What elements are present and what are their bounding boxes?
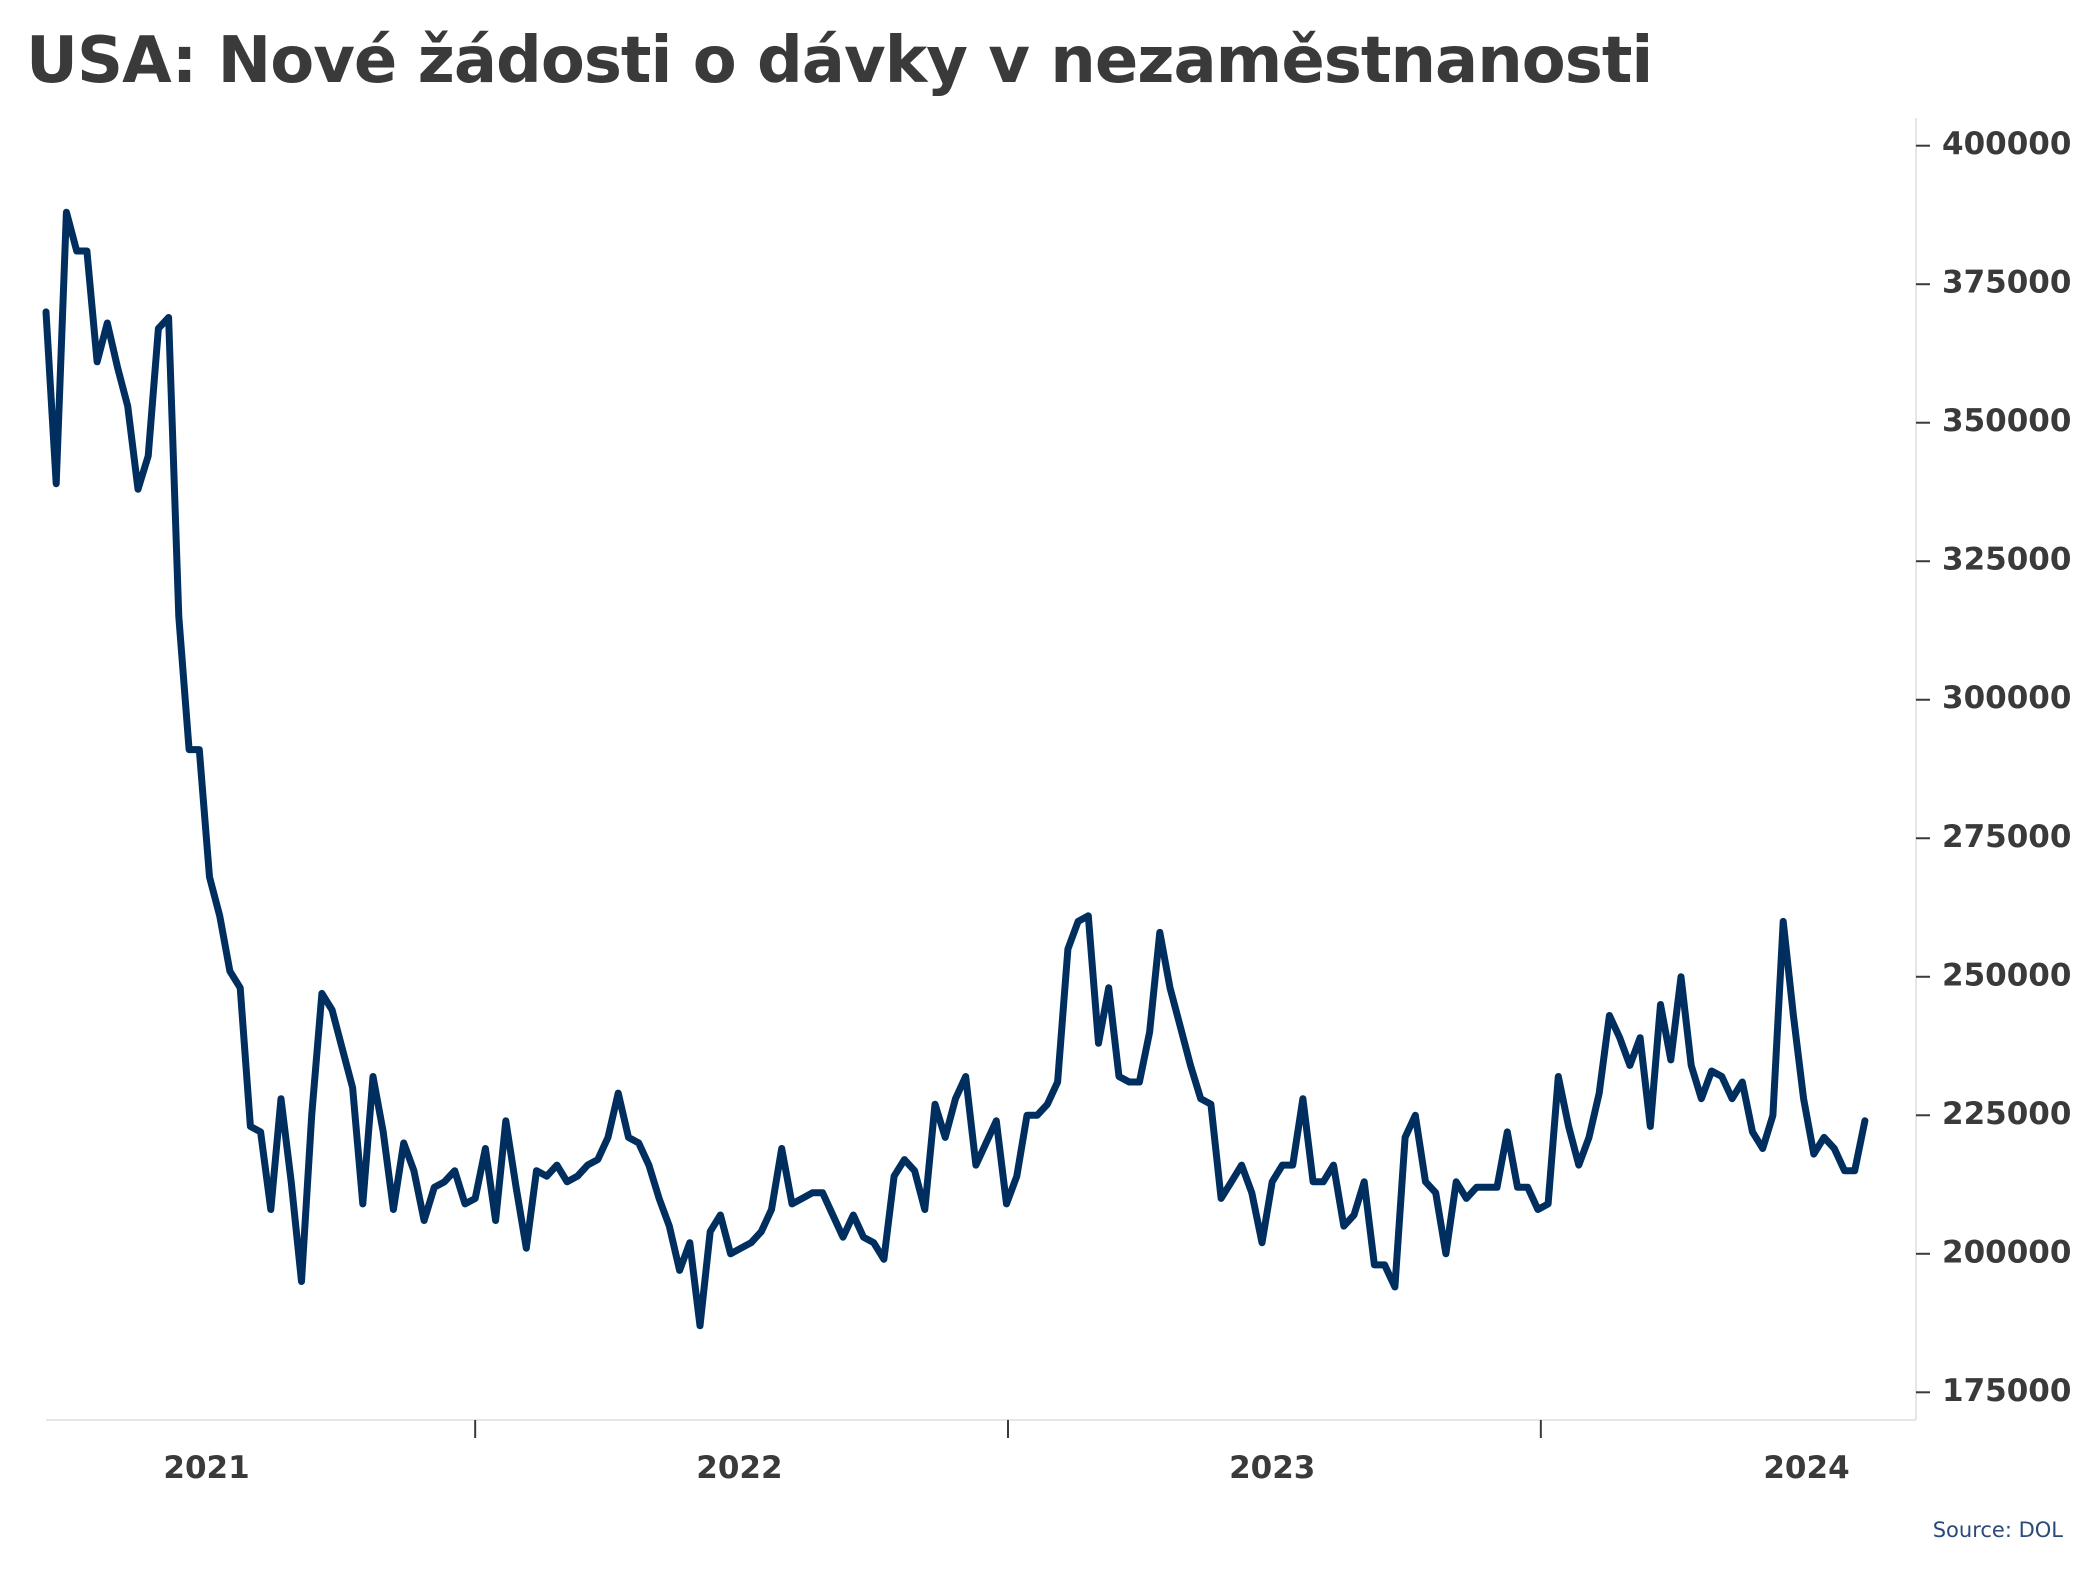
y-tick-label: 325000 <box>1942 542 2071 578</box>
x-tick-label: 2022 <box>696 1450 782 1486</box>
x-tick-label: 2023 <box>1229 1450 1315 1486</box>
series-line <box>42 208 1869 1330</box>
y-tick-label: 400000 <box>1942 126 2071 162</box>
source-note: Source: DOL <box>1932 1518 2063 1542</box>
x-tick-label: 2021 <box>163 1450 249 1486</box>
y-axis: 400000 375000 350000 325000 300000 275000 2500… <box>1916 126 2071 1409</box>
y-tick-label: 250000 <box>1942 957 2071 993</box>
x-axis: 2021 2022 2023 2024 <box>163 1420 1850 1486</box>
y-tick-label: 225000 <box>1942 1096 2071 1132</box>
x-tick-label: 2024 <box>1763 1450 1849 1486</box>
y-tick-label: 200000 <box>1942 1234 2071 1270</box>
y-tick-label: 275000 <box>1942 819 2071 855</box>
chart-title: USA: Nové žádosti o dávky v nezaměstnano… <box>26 24 1653 98</box>
y-tick-label: 300000 <box>1942 680 2071 716</box>
y-tick-label: 375000 <box>1942 265 2071 301</box>
y-tick-label: 350000 <box>1942 403 2071 439</box>
y-tick-label: 175000 <box>1942 1373 2071 1409</box>
